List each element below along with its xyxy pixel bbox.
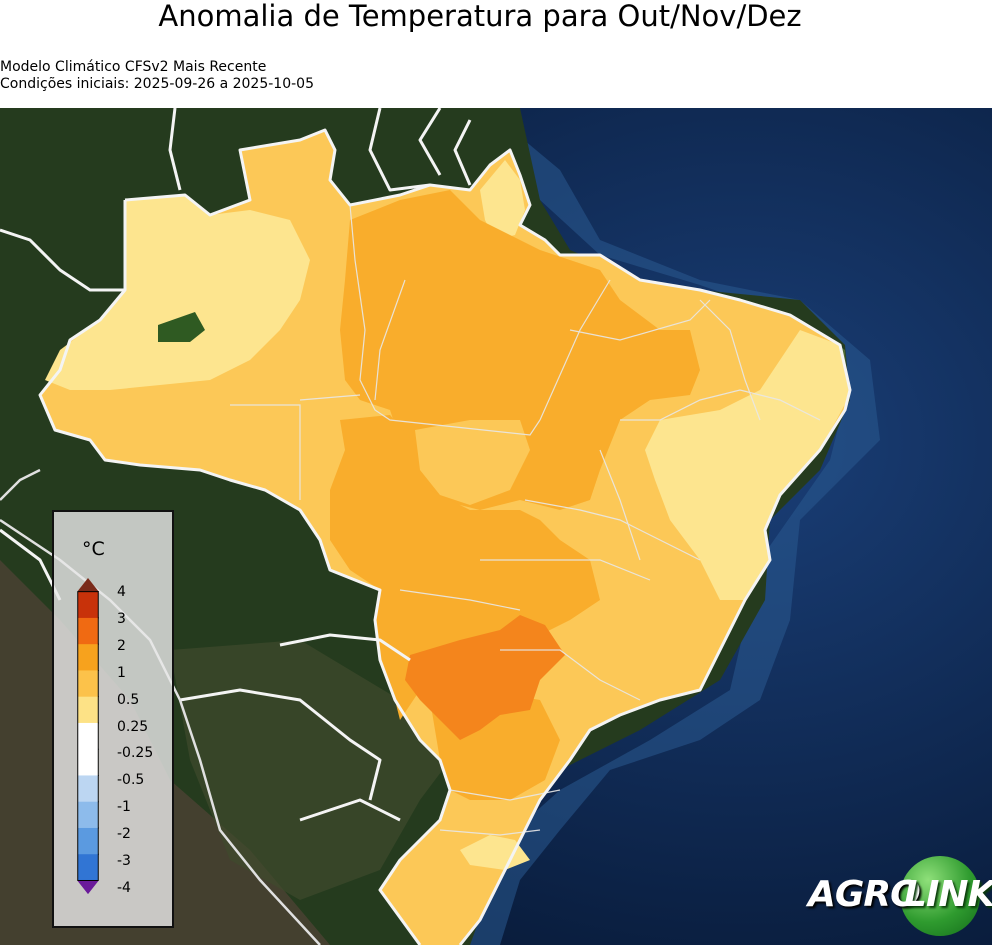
legend-unit: °C: [82, 538, 105, 560]
chaco-region: [170, 640, 450, 900]
colorbar-segment: [77, 775, 99, 803]
colorbar-tick-label: 3: [117, 610, 126, 627]
logo-green-circle: [900, 856, 980, 936]
colorbar-segment: [77, 827, 99, 855]
logo-text-agro: AGRO: [808, 874, 921, 915]
colorbar-tick-label: -0.25: [117, 745, 154, 762]
colorbar-segment: [77, 854, 99, 881]
model-subtitle: Modelo Climático CFSv2 Mais Recente: [0, 59, 267, 75]
colorbar-tick-label: -1: [117, 799, 131, 816]
colorbar-legend: °C 4 3 2 1 0.5 0.25 -0.25 -0.5 -1 -2 -3 -4: [52, 510, 174, 928]
amazon-anomaly-0-5: [45, 195, 310, 390]
initial-conditions-subtitle: Condições iniciais: 2025-09-26 a 2025-10…: [0, 76, 314, 92]
colorbar-tick-label: -3: [117, 853, 131, 870]
colorbar-tick-label: 0.5: [117, 691, 140, 708]
colorbar-segment: [77, 644, 99, 671]
colorbar-segment: [77, 591, 99, 619]
colorbar-outline: [77, 591, 99, 881]
colorbar-tick-label: 0.25: [117, 718, 149, 735]
amapa-anomaly-0-5: [480, 160, 525, 240]
colorbar-tick-label: -2: [117, 826, 131, 843]
state-borders: [230, 204, 821, 836]
logo-text-link: LINK: [904, 874, 992, 915]
no-anomaly-patch: [158, 312, 205, 342]
colorbar-segment: [77, 749, 99, 776]
south-central-anomaly-3: [405, 615, 565, 740]
colorbar-tick-label: 1: [117, 664, 126, 681]
colorbar-tick-label: -4: [117, 880, 131, 896]
colorbar-tick-label: -0.5: [117, 772, 145, 789]
colorbar-tick-label: 2: [117, 637, 126, 654]
colorbar-under-arrow: [77, 880, 99, 895]
northeast-anomaly-0-5: [645, 330, 850, 600]
central-pocket-anomaly-1: [415, 420, 530, 505]
colorbar-segment: [77, 617, 99, 645]
map-title: Anomalia de Temperatura para Out/Nov/Dez: [158, 0, 802, 33]
colorbar-segments: [77, 591, 99, 881]
colorbar-over-arrow: [77, 578, 99, 592]
colorbar-segment: [77, 696, 99, 724]
center-west-anomaly-2: [330, 415, 600, 720]
agrolink-logo: AGRO LINK: [808, 856, 992, 936]
continental-shelf: [420, 120, 880, 945]
colorbar: [77, 578, 99, 895]
south-anomaly-0-5: [460, 835, 530, 870]
colorbar-tick-label: 4: [117, 584, 126, 600]
colorbar-segment: [77, 722, 99, 750]
colorbar-segment: [77, 670, 99, 698]
colorbar-segment: [77, 801, 99, 829]
